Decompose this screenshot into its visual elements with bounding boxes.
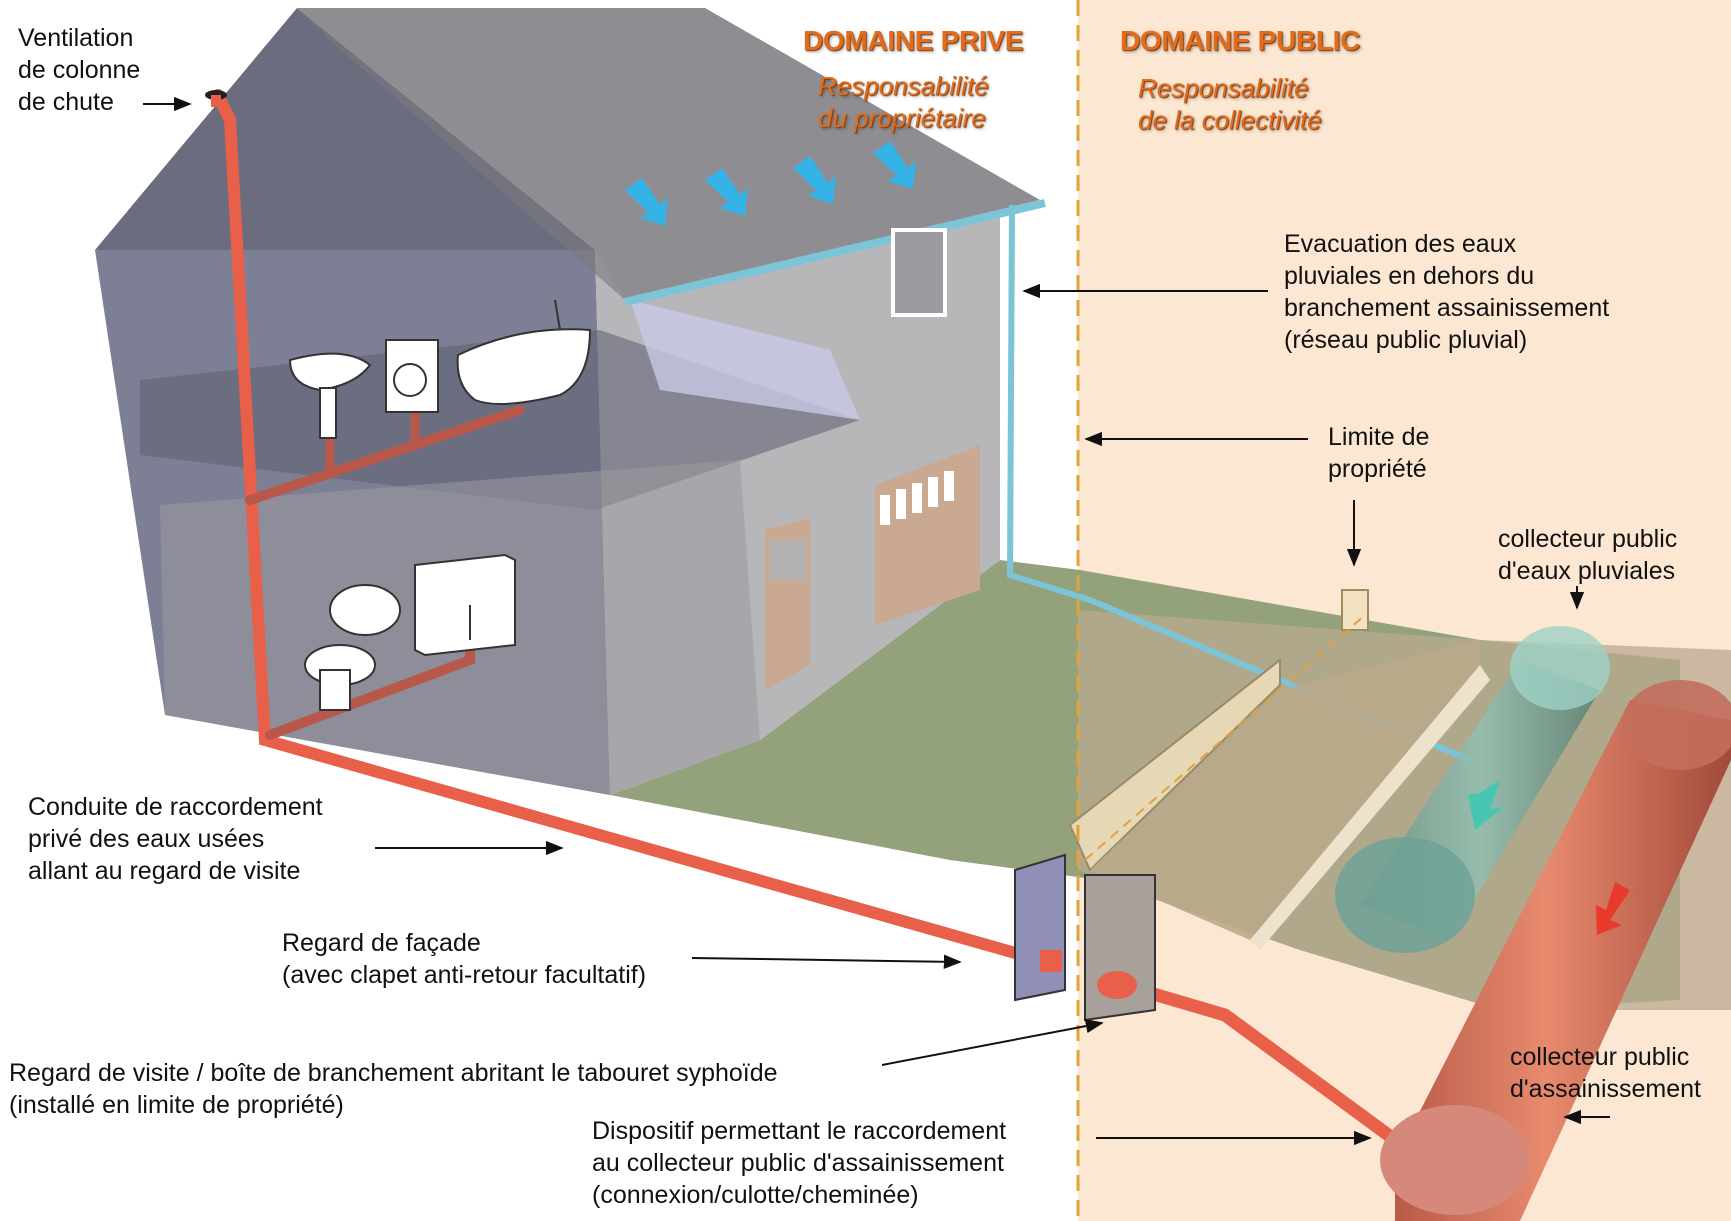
storm-collector [1335, 626, 1610, 953]
house-roof [297, 8, 1040, 300]
garage-door-icon [875, 445, 980, 625]
label-facade-manhole-line-1: Regard de façade [282, 929, 481, 957]
label-connection-device: Dispositif permettant le raccordement au… [592, 1115, 1006, 1211]
label-storm-collector-line-2: d'eaux pluviales [1498, 557, 1676, 585]
label-inspection-manhole: Regard de visite / boîte de branchement … [9, 1057, 778, 1121]
rain-flow-arrows [625, 141, 916, 226]
label-ventilation-line-1: Ventilation [18, 24, 134, 52]
label-rainwater-line-3: branchement assainissement [1284, 294, 1610, 322]
label-rainwater-line-1: Evacuation des eaux [1284, 230, 1517, 258]
house-door-icon [765, 518, 810, 690]
private-responsibility-line-2: du propriétaire [818, 103, 986, 133]
vent-cap-icon [205, 90, 227, 107]
leader-lines [143, 96, 1610, 1146]
window [891, 228, 947, 317]
private-responsibility-line-1: Responsabilité [818, 71, 989, 101]
label-inspection-manhole-line-1: Regard de visite / boîte de branchement … [9, 1059, 778, 1087]
public-responsibility-line-2: de la collectivité [1138, 105, 1322, 135]
inspection-manhole [1084, 874, 1156, 1022]
label-rainwater-line-4: (réseau public pluvial) [1284, 326, 1528, 354]
label-ventilation-line-2: de colonne [18, 56, 141, 84]
label-storm-collector-line-1: collecteur public [1498, 525, 1678, 553]
label-rainwater-line-2: pluviales en dehors du [1284, 262, 1535, 290]
label-private-pipe: Conduite de raccordement privé des eaux … [28, 791, 323, 887]
public-responsibility: Responsabilité de la collectivité [1138, 72, 1322, 136]
toilet-icon [304, 584, 401, 711]
facade-manhole [1014, 853, 1066, 1002]
label-private-pipe-line-2: privé des eaux usées [28, 825, 265, 853]
label-inspection-manhole-line-2: (installé en limite de propriété) [9, 1091, 344, 1119]
label-sewer-collector-line-1: collecteur public [1510, 1043, 1690, 1071]
label-sewer-collector-line-2: d'assainissement [1510, 1075, 1701, 1103]
label-ventilation-line-3: de chute [18, 88, 114, 116]
label-property-limit: Limite de propriété [1328, 421, 1429, 485]
label-connection-device-line-2: au collecteur public d'assainissement [592, 1149, 1004, 1177]
public-domain-header: DOMAINE PUBLIC [1120, 25, 1361, 56]
house-gable [95, 8, 595, 250]
label-property-limit-line-2: propriété [1328, 455, 1427, 483]
label-ventilation: Ventilation de colonne de chute [18, 22, 140, 118]
bathtub-icon [456, 299, 592, 405]
label-connection-device-line-1: Dispositif permettant le raccordement [592, 1117, 1007, 1145]
label-connection-device-line-3: (connexion/culotte/cheminée) [592, 1181, 919, 1209]
sidewalk [1090, 640, 1480, 940]
private-domain-header: DOMAINE PRIVE [803, 25, 1024, 56]
private-responsibility: Responsabilité du propriétaire [818, 70, 989, 134]
label-facade-manhole-line-2: (avec clapet anti-retour facultatif) [282, 961, 647, 989]
public-responsibility-line-1: Responsabilité [1138, 73, 1309, 103]
label-private-pipe-line-1: Conduite de raccordement [28, 793, 323, 821]
gutter [624, 199, 1046, 306]
sink-cabinet-icon [414, 553, 516, 657]
boundary-wall [1068, 657, 1281, 872]
washing-machine-icon [385, 339, 439, 413]
label-rainwater-evacuation: Evacuation des eaux pluviales en dehors … [1284, 228, 1609, 356]
sewer-collector [1380, 680, 1731, 1221]
label-storm-collector: collecteur public d'eaux pluviales [1498, 523, 1677, 587]
washbasin-icon [288, 352, 372, 439]
label-private-pipe-line-3: allant au regard de visite [28, 857, 301, 885]
label-facade-manhole: Regard de façade (avec clapet anti-retou… [282, 927, 646, 991]
label-property-limit-line-1: Limite de [1328, 423, 1430, 451]
label-sewer-collector: collecteur public d'assainissement [1510, 1041, 1701, 1105]
